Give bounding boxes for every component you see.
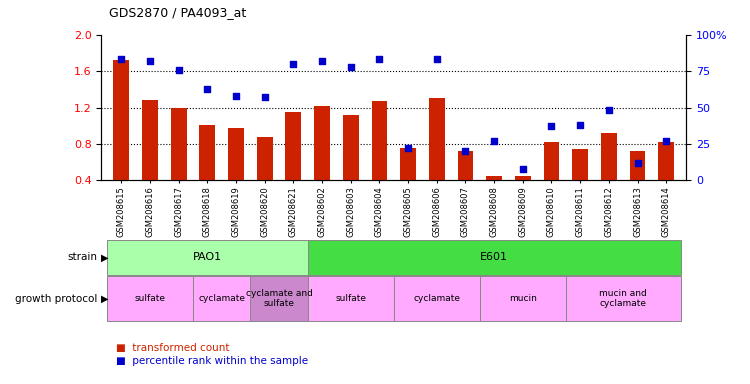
Text: cyclamate and
sulfate: cyclamate and sulfate [245, 289, 313, 308]
Point [287, 61, 299, 67]
Bar [601, 133, 616, 180]
Point [374, 56, 386, 63]
Bar [658, 142, 674, 180]
Bar [515, 176, 531, 180]
Bar [308, 276, 394, 321]
Bar [193, 276, 250, 321]
Text: cyclamate: cyclamate [198, 294, 245, 303]
Bar [314, 106, 330, 180]
Point [259, 94, 271, 100]
Point [460, 148, 472, 154]
Point [144, 58, 156, 64]
Point [517, 166, 529, 172]
Text: PAO1: PAO1 [193, 252, 222, 262]
Point [316, 58, 328, 64]
Text: growth protocol: growth protocol [15, 293, 98, 304]
Bar [371, 101, 387, 180]
Point [632, 160, 644, 166]
Bar [458, 151, 473, 180]
Bar [286, 112, 302, 180]
Bar [171, 108, 187, 180]
Text: ▶: ▶ [100, 252, 108, 262]
Bar [142, 100, 158, 180]
Bar [113, 60, 129, 180]
Point [230, 93, 242, 99]
Text: strain: strain [68, 252, 98, 262]
Point [116, 56, 128, 63]
Bar [251, 276, 308, 321]
Text: ■  transformed count: ■ transformed count [116, 343, 230, 353]
Bar [343, 115, 358, 180]
Text: sulfate: sulfate [335, 294, 366, 303]
Bar [544, 142, 560, 180]
Bar [200, 125, 215, 180]
Point [603, 108, 615, 114]
Point [660, 138, 672, 144]
Point [172, 66, 184, 73]
Point [430, 56, 442, 63]
Point [545, 123, 557, 129]
Bar [629, 151, 646, 180]
Bar [107, 240, 308, 275]
Bar [566, 276, 680, 321]
Text: ■  percentile rank within the sample: ■ percentile rank within the sample [116, 356, 308, 366]
Text: sulfate: sulfate [134, 294, 166, 303]
Point [402, 145, 414, 151]
Bar [394, 276, 480, 321]
Bar [486, 176, 502, 180]
Text: GDS2870 / PA4093_at: GDS2870 / PA4093_at [109, 6, 246, 19]
Point [574, 122, 586, 128]
Bar [256, 137, 272, 180]
Bar [572, 149, 588, 180]
Text: E601: E601 [480, 252, 508, 262]
Bar [228, 129, 244, 180]
Bar [429, 98, 445, 180]
Text: ▶: ▶ [100, 293, 108, 304]
Bar [308, 240, 680, 275]
Bar [400, 148, 416, 180]
Text: mucin and
cyclamate: mucin and cyclamate [599, 289, 647, 308]
Point [201, 86, 213, 92]
Text: cyclamate: cyclamate [413, 294, 460, 303]
Point [345, 64, 357, 70]
Point [488, 138, 500, 144]
Bar [107, 276, 193, 321]
Bar [480, 276, 566, 321]
Text: mucin: mucin [509, 294, 537, 303]
